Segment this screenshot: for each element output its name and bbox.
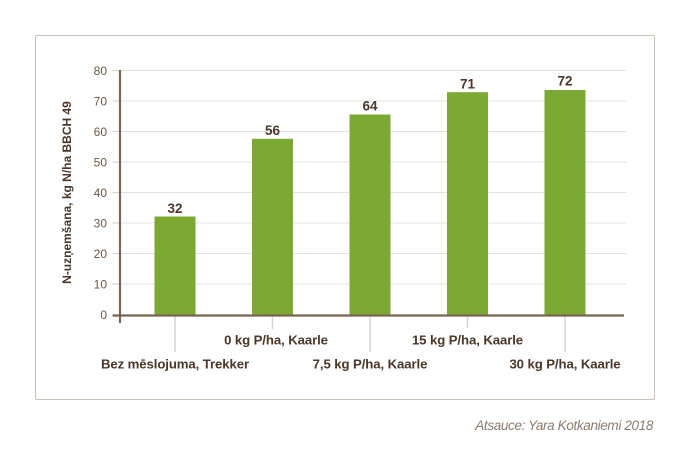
svg-text:30 kg P/ha, Kaarle: 30 kg P/ha, Kaarle xyxy=(509,357,620,372)
svg-text:56: 56 xyxy=(265,123,281,138)
svg-text:30: 30 xyxy=(94,217,108,231)
svg-text:71: 71 xyxy=(460,77,476,92)
svg-text:Atsauce: Yara Kotkaniemi 2018: Atsauce: Yara Kotkaniemi 2018 xyxy=(474,418,654,433)
svg-text:0 kg P/ha, Kaarle: 0 kg P/ha, Kaarle xyxy=(224,333,328,348)
svg-text:20: 20 xyxy=(94,247,108,261)
svg-text:Bez mēslojuma, Trekker: Bez mēslojuma, Trekker xyxy=(101,357,249,372)
svg-text:64: 64 xyxy=(362,99,378,114)
svg-text:15 kg P/ha, Kaarle: 15 kg P/ha, Kaarle xyxy=(412,333,523,348)
svg-text:70: 70 xyxy=(94,95,108,109)
svg-text:N-uzņemšana, kg N/ha BBCH 49: N-uzņemšana, kg N/ha BBCH 49 xyxy=(60,101,74,284)
svg-text:72: 72 xyxy=(557,73,572,88)
svg-text:32: 32 xyxy=(167,201,182,216)
svg-text:80: 80 xyxy=(94,64,108,78)
svg-text:7,5 kg P/ha, Kaarle: 7,5 kg P/ha, Kaarle xyxy=(313,357,428,372)
svg-text:0: 0 xyxy=(100,308,107,322)
svg-text:10: 10 xyxy=(94,278,108,292)
svg-text:50: 50 xyxy=(94,156,108,170)
svg-text:40: 40 xyxy=(94,186,108,200)
svg-text:60: 60 xyxy=(94,125,108,139)
